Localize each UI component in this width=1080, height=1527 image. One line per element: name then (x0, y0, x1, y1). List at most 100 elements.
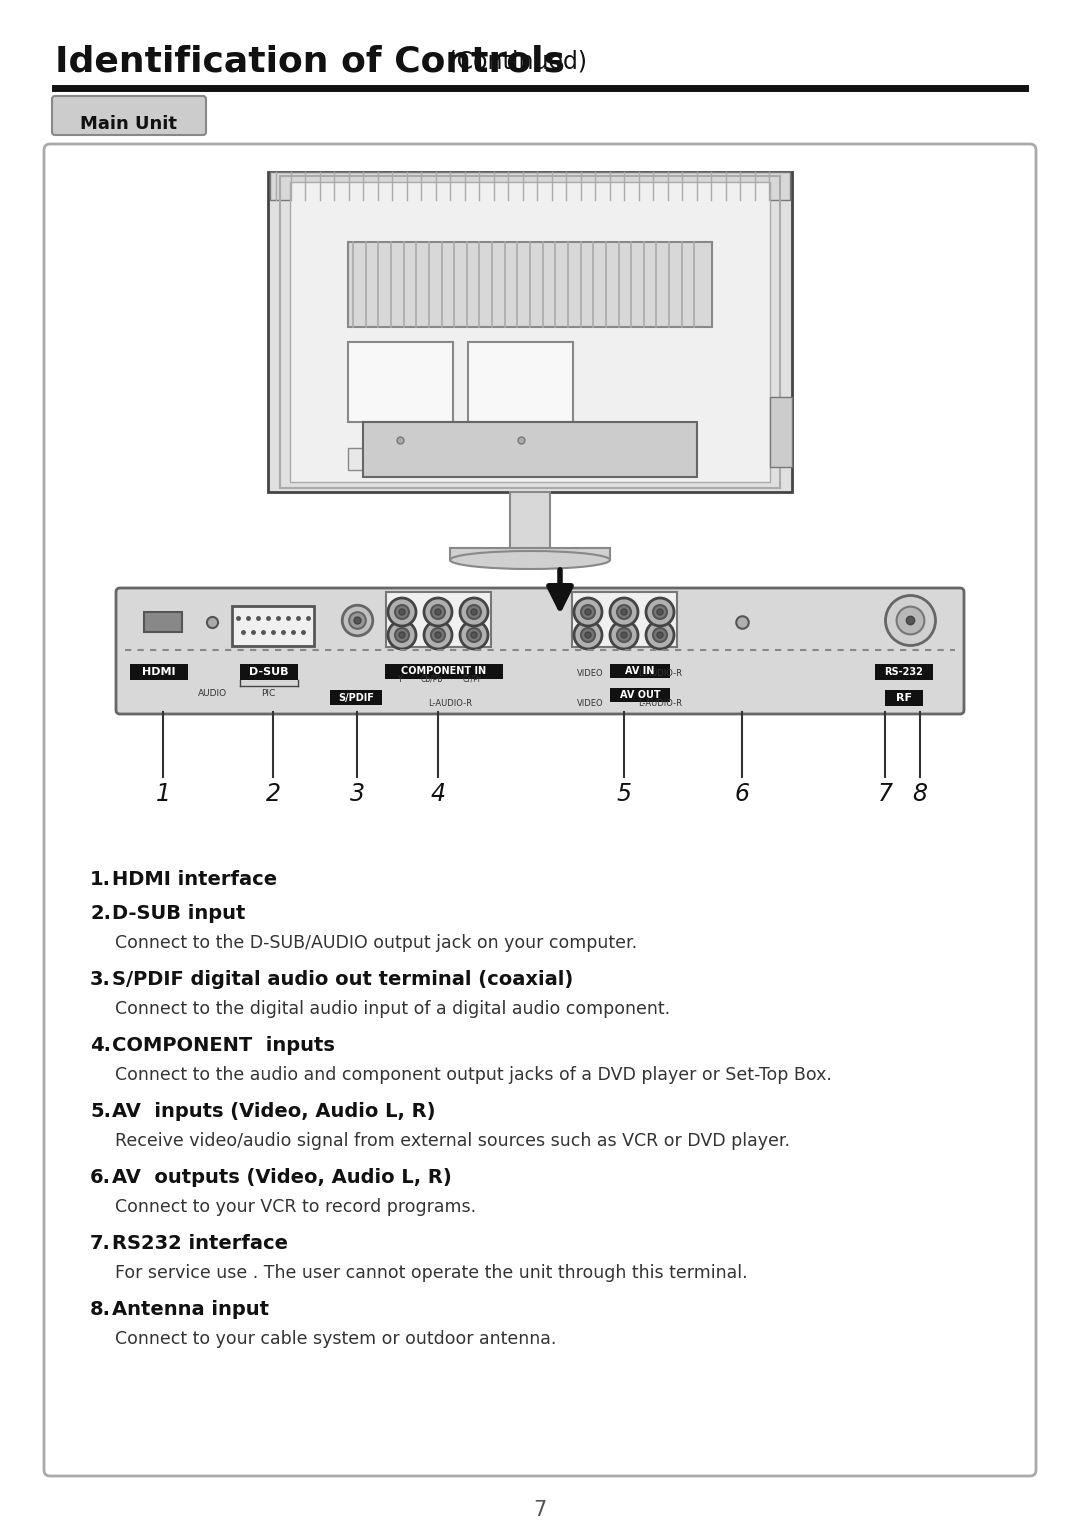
Bar (144, 612, 183, 632)
Text: Connect to your VCR to record programs.: Connect to your VCR to record programs. (114, 1199, 476, 1215)
Text: For service use . The user cannot operate the unit through this terminal.: For service use . The user cannot operat… (114, 1264, 747, 1283)
Text: Connect to the audio and component output jacks of a DVD player or Set-Top Box.: Connect to the audio and component outpu… (114, 1066, 832, 1084)
Text: HDMI interface: HDMI interface (112, 870, 278, 889)
Circle shape (399, 609, 405, 615)
Text: Connect to the digital audio input of a digital audio component.: Connect to the digital audio input of a … (114, 1000, 670, 1019)
Text: RS232 interface: RS232 interface (112, 1234, 288, 1254)
Bar (610, 664, 670, 678)
Text: D-SUB: D-SUB (249, 667, 288, 676)
Circle shape (424, 621, 453, 649)
Text: Identification of Controls: Identification of Controls (55, 44, 565, 79)
Circle shape (395, 628, 409, 641)
Circle shape (435, 609, 441, 615)
Circle shape (653, 628, 667, 641)
Text: VIDEO: VIDEO (577, 669, 604, 678)
Text: RS-232: RS-232 (885, 667, 923, 676)
Text: 2.: 2. (90, 904, 111, 922)
Text: 6.: 6. (90, 1168, 111, 1186)
Circle shape (388, 621, 416, 649)
Circle shape (585, 632, 591, 638)
Text: AV  inputs (Video, Audio L, R): AV inputs (Video, Audio L, R) (112, 1102, 435, 1121)
Bar (384, 664, 503, 680)
Bar (363, 421, 697, 476)
Bar (348, 342, 453, 421)
Bar (330, 690, 382, 705)
Circle shape (399, 632, 405, 638)
Text: Receive video/audio signal from external sources such as VCR or DVD player.: Receive video/audio signal from external… (114, 1132, 789, 1150)
Text: HDMI: HDMI (143, 667, 176, 676)
Text: S/PDIF digital audio out terminal (coaxial): S/PDIF digital audio out terminal (coaxi… (112, 970, 573, 989)
Bar (510, 492, 550, 550)
Bar (291, 182, 770, 483)
Text: 2: 2 (266, 782, 281, 806)
Text: Y: Y (397, 675, 403, 684)
Circle shape (431, 605, 445, 618)
Circle shape (388, 599, 416, 626)
Bar (232, 606, 314, 646)
Bar (348, 447, 672, 470)
Bar (610, 689, 670, 702)
Circle shape (581, 628, 595, 641)
Circle shape (395, 605, 409, 618)
Text: 8: 8 (913, 782, 928, 806)
Bar (885, 690, 923, 705)
Text: L-AUDIO-R: L-AUDIO-R (428, 699, 472, 709)
Text: Cr/Pr: Cr/Pr (462, 675, 482, 684)
Circle shape (621, 632, 627, 638)
Circle shape (460, 621, 488, 649)
Text: PIC: PIC (261, 690, 275, 698)
Text: Main Unit: Main Unit (81, 115, 177, 133)
Text: 5.: 5. (90, 1102, 111, 1121)
Text: Connect to the D-SUB/AUDIO output jack on your computer.: Connect to the D-SUB/AUDIO output jack o… (114, 935, 637, 951)
Text: AV  outputs (Video, Audio L, R): AV outputs (Video, Audio L, R) (112, 1168, 451, 1186)
Bar (240, 664, 298, 680)
Circle shape (471, 609, 477, 615)
Bar (572, 592, 677, 647)
Text: D-SUB input: D-SUB input (112, 904, 245, 922)
Bar (468, 342, 573, 421)
Text: L-AUDIO-R: L-AUDIO-R (638, 699, 681, 709)
Text: 7.: 7. (90, 1234, 111, 1254)
Text: 4.: 4. (90, 1035, 111, 1055)
Text: S/PDIF: S/PDIF (338, 693, 374, 702)
Circle shape (467, 605, 481, 618)
Text: AV OUT: AV OUT (620, 690, 660, 699)
Text: Cb/Pb: Cb/Pb (421, 675, 443, 684)
Text: 1.: 1. (90, 870, 111, 889)
Circle shape (617, 605, 631, 618)
FancyBboxPatch shape (44, 144, 1036, 1477)
Text: 7: 7 (534, 1500, 546, 1519)
Bar (280, 176, 780, 489)
Circle shape (460, 599, 488, 626)
Bar (268, 173, 792, 492)
Circle shape (581, 605, 595, 618)
Ellipse shape (450, 551, 610, 570)
Text: AV IN: AV IN (625, 666, 654, 676)
Circle shape (646, 599, 674, 626)
Circle shape (573, 621, 602, 649)
Circle shape (657, 609, 663, 615)
Text: 3.: 3. (90, 970, 111, 989)
Text: 8.: 8. (90, 1299, 111, 1319)
Text: 6: 6 (734, 782, 750, 806)
Circle shape (573, 599, 602, 626)
Bar (770, 397, 792, 467)
Bar (130, 664, 188, 680)
Text: Connect to your cable system or outdoor antenna.: Connect to your cable system or outdoor … (114, 1330, 556, 1348)
Circle shape (471, 632, 477, 638)
Circle shape (657, 632, 663, 638)
Circle shape (610, 599, 638, 626)
Circle shape (467, 628, 481, 641)
Text: L-AUDIO-R: L-AUDIO-R (638, 669, 681, 678)
FancyBboxPatch shape (116, 588, 964, 715)
Bar (270, 173, 789, 200)
Circle shape (621, 609, 627, 615)
Circle shape (646, 621, 674, 649)
Text: COMPONENT  inputs: COMPONENT inputs (112, 1035, 335, 1055)
Circle shape (435, 632, 441, 638)
Circle shape (653, 605, 667, 618)
Circle shape (585, 609, 591, 615)
Text: COMPONENT IN: COMPONENT IN (402, 666, 487, 676)
Text: VIDEO: VIDEO (577, 699, 604, 709)
Text: 4: 4 (431, 782, 446, 806)
